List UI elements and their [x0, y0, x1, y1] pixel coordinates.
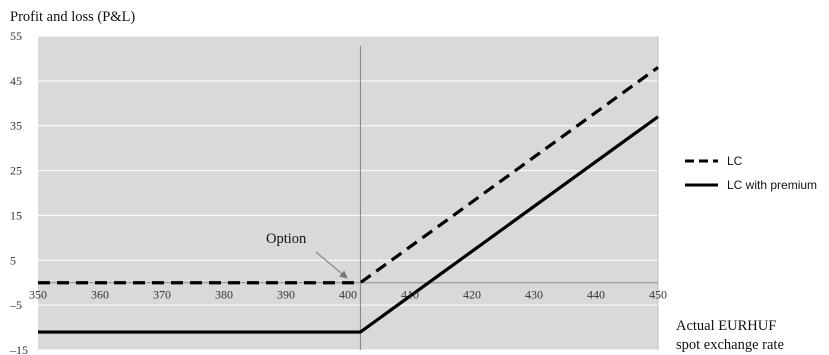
x-axis-label-line-1: Actual EURHUF [676, 318, 776, 334]
plot-area [38, 36, 658, 350]
legend: LC LC with premium [685, 154, 817, 192]
legend-label-lc-with-premium: LC with premium [727, 178, 817, 192]
x-tick-label: 360 [91, 288, 109, 302]
y-tick-label: 15 [10, 208, 22, 222]
y-tick-label: –5 [9, 298, 22, 312]
x-tick-label: 410 [401, 288, 419, 302]
x-tick-label: 350 [29, 288, 47, 302]
y-tick-label: 25 [10, 164, 22, 178]
y-tick-labels: –15 –5 5 15 25 35 45 55 [9, 29, 28, 355]
x-tick-label: 400 [339, 288, 357, 302]
series [38, 66, 659, 334]
annotation-arrow [315, 251, 348, 279]
x-axis-label-line-2: spot exchange rate [676, 337, 784, 353]
x-tick-label: 430 [525, 288, 543, 302]
legend-label-lc: LC [727, 154, 743, 168]
x-tick-label: 370 [153, 288, 171, 302]
y-axis-label: Profit and loss (P&L) [10, 9, 135, 25]
y-tick-label: 45 [10, 74, 22, 88]
x-tick-labels: 350 360 370 380 390 400 410 420 430 440 450 [29, 288, 667, 302]
x-tick-label: 390 [277, 288, 295, 302]
x-tick-label: 380 [215, 288, 233, 302]
y-tick-label: 55 [10, 29, 22, 43]
grid [38, 35, 659, 351]
x-tick-label: 440 [587, 288, 605, 302]
y-tick-label: –15 [9, 343, 28, 355]
x-tick-label: 450 [649, 288, 667, 302]
y-tick-label: 35 [10, 119, 22, 133]
y-tick-label: 5 [10, 253, 16, 267]
annotation-option: Option [266, 231, 307, 247]
x-tick-label: 420 [463, 288, 481, 302]
series-line-lc-with-premium [38, 115, 659, 334]
